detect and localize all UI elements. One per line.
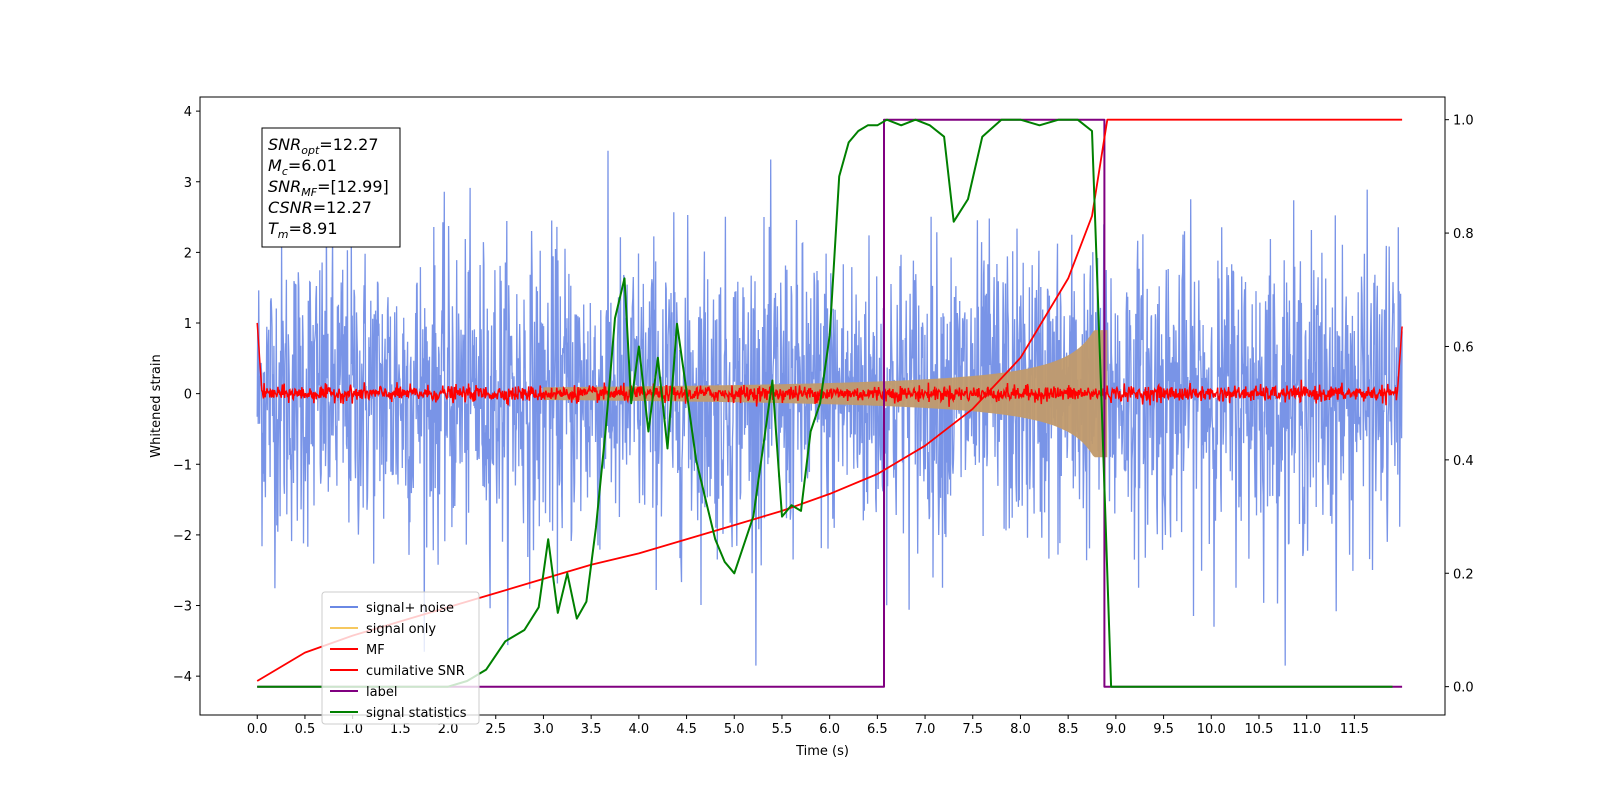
info-row: Tm=8.91 xyxy=(268,219,338,241)
x-tick-label: 5.5 xyxy=(772,722,793,737)
info-symbol: T xyxy=(268,219,279,238)
y-right-tick-label: 1.0 xyxy=(1453,114,1474,129)
annotations: SNRopt=12.27Mc=6.01SNRMF=[12.99]CSNR=12.… xyxy=(261,127,480,725)
x-tick-label: 4.0 xyxy=(629,722,650,737)
info-symbol: M xyxy=(268,156,282,175)
y-right-tick-label: 0.2 xyxy=(1453,567,1474,582)
x-tick-label: 2.0 xyxy=(438,722,459,737)
legend-box xyxy=(321,591,480,725)
legend-label: MF xyxy=(366,643,385,658)
x-tick-label: 7.0 xyxy=(915,722,936,737)
x-tick-label: 1.0 xyxy=(342,722,363,737)
signal-statistics-line xyxy=(257,118,1393,688)
info-value: =[12.99] xyxy=(317,177,389,196)
x-tick-label: 1.5 xyxy=(390,722,411,737)
x-tick-label: 7.5 xyxy=(962,722,983,737)
y-right-tick-label: 0.8 xyxy=(1453,227,1474,242)
info-subscript: opt xyxy=(301,144,320,157)
y-left-tick-label: −3 xyxy=(173,600,192,615)
x-tick-label: 9.0 xyxy=(1106,722,1127,737)
info-value: =12.27 xyxy=(319,135,378,154)
info-symbol: SNR xyxy=(268,135,301,154)
x-tick-label: 9.5 xyxy=(1153,722,1174,737)
info-symbol: SNR xyxy=(268,177,301,196)
legend-label: cumilative SNR xyxy=(366,664,465,679)
y-left-tick-label: −1 xyxy=(173,458,192,473)
x-tick-label: 8.5 xyxy=(1058,722,1079,737)
info-subscript: c xyxy=(282,165,288,178)
info-row: Mc=6.01 xyxy=(268,156,337,178)
y-left-tick-label: 2 xyxy=(184,246,192,261)
y-left-tick-label: 0 xyxy=(184,388,192,403)
info-value: =8.91 xyxy=(289,219,338,238)
x-tick-label: 2.5 xyxy=(485,722,506,737)
legend-label: signal only xyxy=(366,622,436,637)
y-left-tick-label: −2 xyxy=(173,529,192,544)
y-axis-label: Whitened strain xyxy=(149,354,164,457)
info-row: SNRMF=[12.99] xyxy=(268,177,389,199)
x-tick-label: 0.5 xyxy=(295,722,316,737)
x-tick-label: 6.5 xyxy=(867,722,888,737)
x-tick-label: 10.5 xyxy=(1244,722,1273,737)
info-row: SNRopt=12.27 xyxy=(268,135,379,157)
info-subscript: m xyxy=(278,228,289,241)
x-axis-label: Time (s) xyxy=(795,744,849,759)
axes-frame xyxy=(199,96,1446,716)
legend-label: label xyxy=(366,685,397,700)
info-value: =6.01 xyxy=(288,156,337,175)
x-tick-label: 0.0 xyxy=(247,722,268,737)
axes: 0.0 0.5 1.0 1.5 2.0 2.5 3.0 3.5 4.0 4.5 5.0 5.5 6.0 6… xyxy=(149,96,1474,759)
y-left-tick-label: −4 xyxy=(173,670,192,685)
x-tick-label: 4.5 xyxy=(676,722,697,737)
x-tick-label: 11.0 xyxy=(1292,722,1321,737)
x-tick-label: 3.0 xyxy=(533,722,554,737)
x-tick-label: 11.5 xyxy=(1340,722,1369,737)
y-left-tick-label: 4 xyxy=(184,105,192,120)
info-symbol: CSNR xyxy=(268,198,313,217)
x-tick-label: 10.0 xyxy=(1197,722,1226,737)
y-left-tick-label: 1 xyxy=(184,317,192,332)
y-right-tick-label: 0.4 xyxy=(1453,454,1474,469)
info-value: =12.27 xyxy=(313,198,372,217)
legend-label: signal statistics xyxy=(366,706,467,721)
info-row: CSNR=12.27 xyxy=(268,198,372,217)
y-left-tick-label: 3 xyxy=(184,176,192,191)
info-subscript: MF xyxy=(301,186,317,199)
info-box xyxy=(261,127,401,248)
x-tick-label: 8.0 xyxy=(1010,722,1031,737)
x-tick-label: 6.0 xyxy=(819,722,840,737)
x-tick-label: 5.0 xyxy=(724,722,745,737)
x-tick-label: 3.5 xyxy=(581,722,602,737)
y-right-tick-label: 0.0 xyxy=(1453,681,1474,696)
legend-label: signal+ noise xyxy=(366,601,454,616)
y-right-tick-label: 0.6 xyxy=(1453,340,1474,355)
mf-line xyxy=(256,322,1403,407)
